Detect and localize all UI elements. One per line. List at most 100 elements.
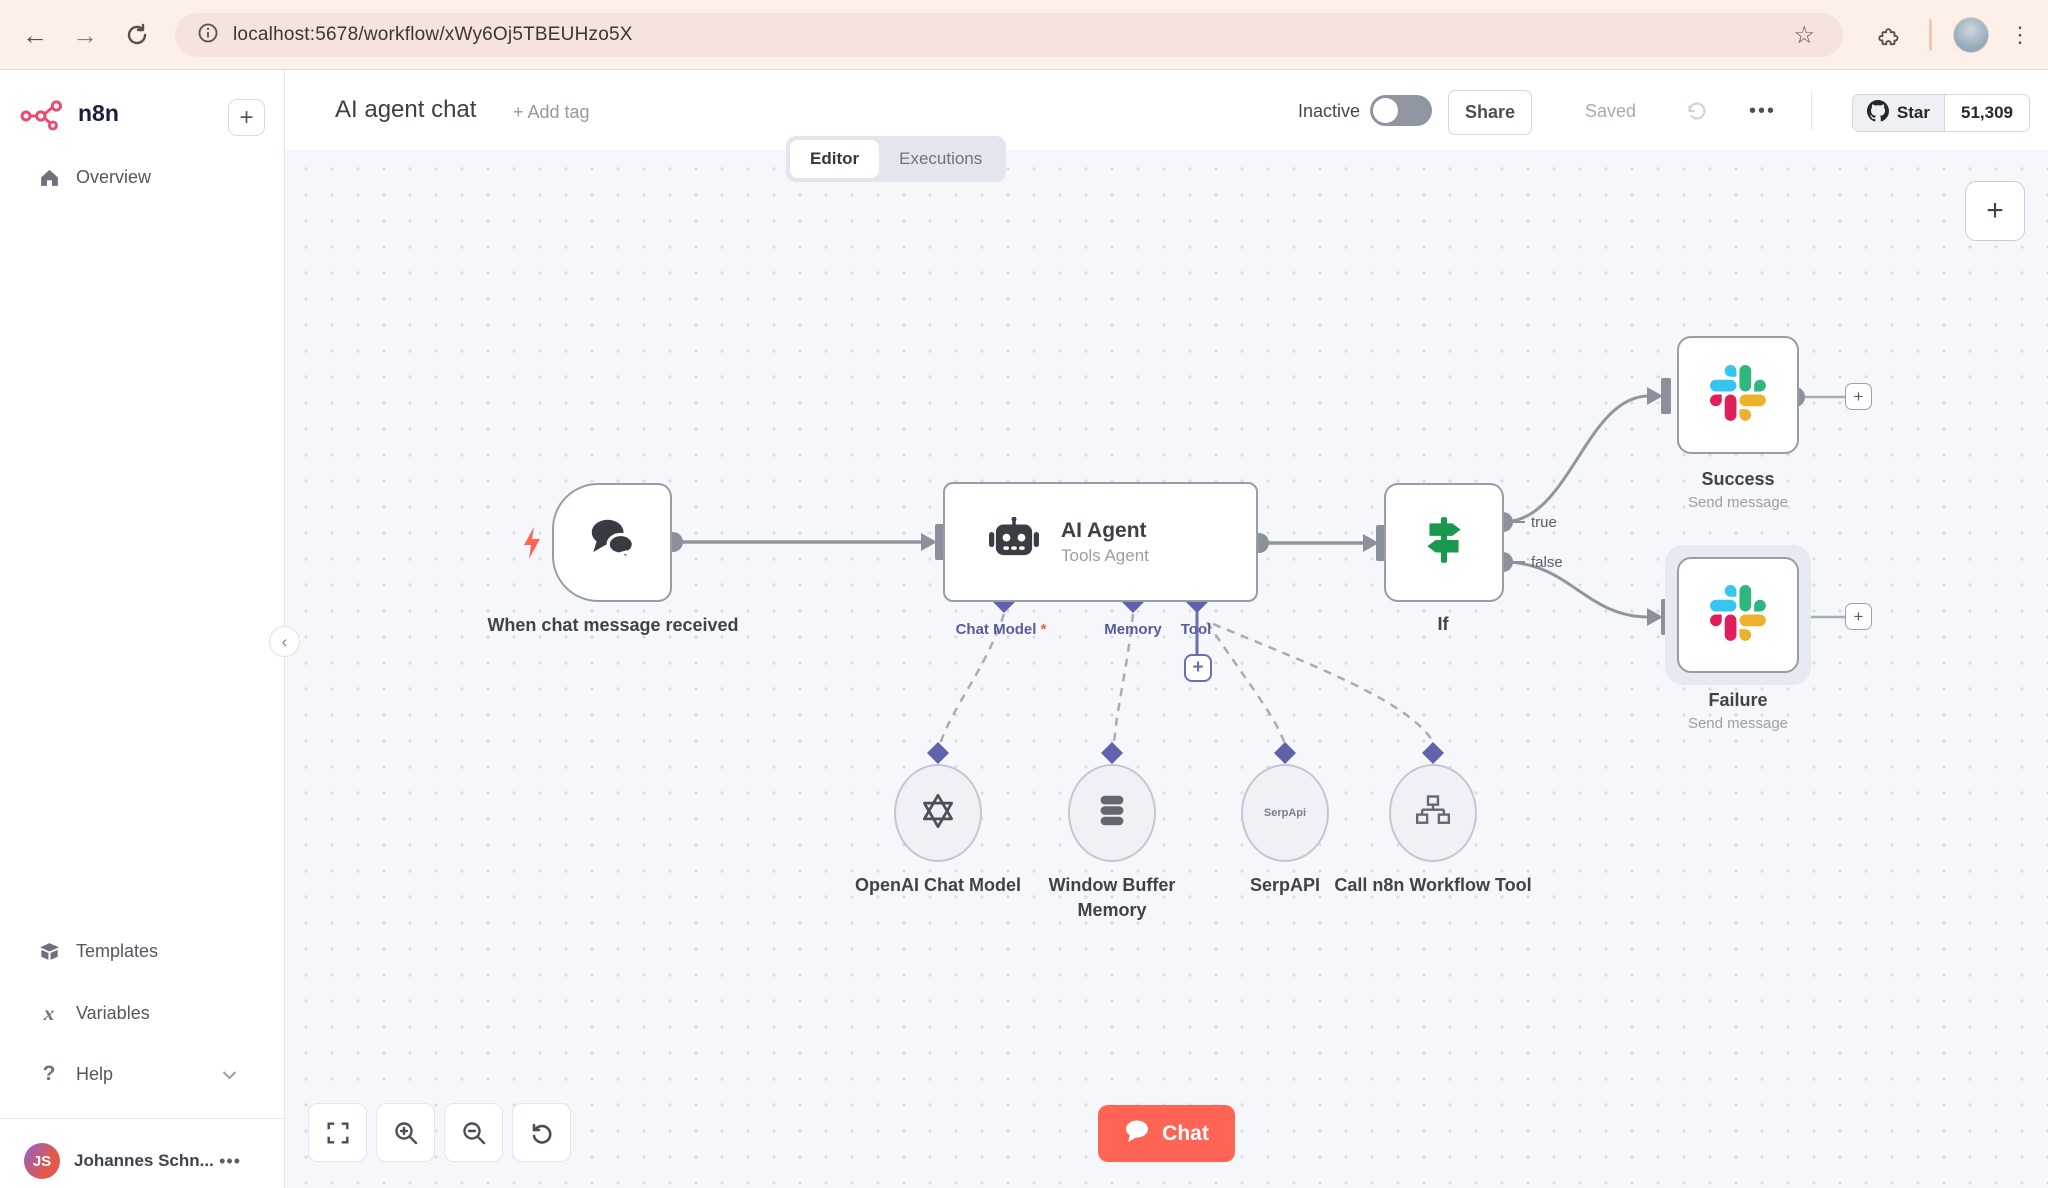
toolbar-separator — [1929, 19, 1932, 51]
user-options-icon[interactable]: ••• — [219, 1150, 241, 1171]
brand-name: n8n — [78, 100, 119, 126]
workflow-title[interactable]: AI agent chat — [335, 96, 477, 123]
workflow-menu-icon[interactable]: ••• — [1748, 100, 1776, 122]
node-label: When chat message received — [487, 615, 739, 635]
sidebar-item-label: Variables — [76, 1002, 150, 1023]
workflow-header: AI agent chat + Add tag Inactive Share S… — [285, 70, 2048, 150]
active-toggle[interactable] — [1370, 95, 1432, 126]
node-success[interactable] — [1677, 336, 1799, 454]
subnode-label: Call n8n Workflow Tool — [1334, 875, 1532, 895]
site-info-icon[interactable] — [197, 22, 219, 49]
question-icon: ? — [42, 1062, 56, 1085]
serpapi-icon: SerpApi — [1263, 807, 1307, 819]
back-icon[interactable]: ← — [22, 19, 48, 50]
required-marker: * — [1040, 621, 1047, 638]
workflow-canvas[interactable]: ‹ + When chat message received — [269, 150, 2048, 1188]
zoom-out-button[interactable] — [444, 1103, 503, 1162]
zoom-in-button[interactable] — [376, 1103, 435, 1162]
extensions-icon[interactable] — [1868, 0, 1908, 70]
add-next-node-button[interactable]: + — [1845, 603, 1872, 630]
browser-toolbar: ← → localhost:5678/workflow/xWy6Oj5TBEUH… — [0, 0, 2048, 70]
node-failure[interactable] — [1677, 557, 1799, 673]
slack-icon — [1710, 584, 1766, 646]
node-subtitle: Send message — [1687, 494, 1789, 511]
edge-label-true: true — [1531, 514, 1557, 531]
node-label: Success — [1701, 469, 1775, 489]
trigger-bolt-icon — [521, 526, 543, 565]
node-label: Failure — [1708, 690, 1768, 710]
sidebar-item-label: Help — [76, 1063, 114, 1084]
subnode-label: OpenAI Chat Model — [855, 875, 1021, 895]
add-tool-button[interactable]: + — [1184, 654, 1212, 682]
connection-edges — [663, 378, 1845, 764]
canvas-toolbar — [308, 1103, 571, 1162]
subnode-label: SerpAPI — [1249, 875, 1321, 895]
new-workflow-button[interactable]: + — [228, 99, 265, 136]
database-icon — [1092, 791, 1132, 836]
tab-editor[interactable]: Editor — [790, 140, 880, 178]
n8n-app: n8n + Overview Templates x Variables ? H… — [0, 70, 2048, 1188]
signpost-icon — [1419, 514, 1469, 571]
tab-executions[interactable]: Executions — [899, 149, 983, 168]
box-icon — [34, 940, 64, 963]
subnode-openai-chat-model[interactable] — [894, 764, 982, 862]
github-star-widget[interactable]: Star 51,309 — [1851, 94, 2030, 132]
port-tool: Tool — [1180, 621, 1212, 638]
sidebar-item-overview[interactable]: Overview — [0, 154, 285, 200]
sidebar-item-variables[interactable]: x Variables — [0, 990, 285, 1036]
port-chat-model: Chat Model * — [955, 621, 1047, 638]
sidebar-divider — [0, 1118, 284, 1119]
add-tag-button[interactable]: + Add tag — [513, 102, 590, 122]
home-icon — [34, 166, 64, 189]
edge-label-false: false — [1531, 554, 1563, 571]
node-title: AI Agent — [1061, 518, 1147, 542]
view-tabs: Editor Executions — [786, 136, 1007, 182]
subnode-serpapi[interactable]: SerpApi — [1241, 764, 1329, 862]
reset-zoom-button[interactable] — [512, 1103, 571, 1162]
sidebar-item-label: Overview — [76, 166, 152, 187]
chat-bubbles-icon — [586, 517, 638, 568]
chat-button-label: Chat — [1162, 1121, 1209, 1145]
add-next-node-button[interactable]: + — [1845, 383, 1872, 410]
n8n-logo-icon — [20, 98, 72, 139]
openai-icon — [916, 789, 960, 838]
node-when-chat-message-received[interactable] — [552, 483, 672, 602]
chat-bubble-icon — [1124, 1119, 1150, 1149]
node-ai-agent[interactable]: AI Agent Tools Agent — [943, 482, 1258, 602]
share-button[interactable]: Share — [1448, 90, 1532, 135]
sidebar-item-templates[interactable]: Templates — [0, 928, 285, 974]
chat-button[interactable]: Chat — [1098, 1105, 1235, 1162]
forward-icon[interactable]: → — [72, 19, 98, 50]
bookmark-star-icon[interactable]: ☆ — [1793, 21, 1815, 49]
node-label: If — [1437, 614, 1449, 634]
port-memory: Memory — [1104, 621, 1162, 638]
url-bar[interactable]: localhost:5678/workflow/xWy6Oj5TBEUHzo5X… — [175, 13, 1843, 57]
status-label: Inactive — [1297, 101, 1360, 121]
node-subtitle: Send message — [1687, 715, 1789, 732]
browser-profile-avatar[interactable] — [1953, 17, 1989, 53]
url-text: localhost:5678/workflow/xWy6Oj5TBEUHzo5X — [233, 24, 633, 45]
fit-view-button[interactable] — [308, 1103, 367, 1162]
sidebar-item-help[interactable]: ? Help — [0, 1051, 285, 1097]
header-divider — [1811, 92, 1812, 130]
user-avatar[interactable]: JS — [24, 1143, 60, 1179]
user-menu-row[interactable]: JS Johannes Schn... ••• — [0, 1134, 285, 1188]
history-icon[interactable] — [1684, 98, 1710, 129]
sidebar-item-label: Templates — [76, 940, 159, 961]
browser-menu-icon[interactable]: ⋮ — [2009, 22, 2031, 47]
sidebar: n8n + Overview Templates x Variables ? H… — [0, 70, 285, 1188]
sidebar-collapse-button[interactable]: ‹ — [269, 626, 300, 657]
github-star-count: 51,309 — [1945, 95, 2029, 131]
subnode-call-n8n-workflow-tool[interactable] — [1389, 764, 1477, 862]
slack-icon — [1710, 364, 1766, 426]
user-name: Johannes Schn... — [74, 1151, 214, 1170]
node-subtitle: Tools Agent — [1061, 545, 1149, 565]
subnode-window-buffer-memory[interactable] — [1068, 764, 1156, 862]
add-node-button[interactable]: + — [1965, 181, 2025, 241]
node-if[interactable] — [1384, 483, 1504, 602]
sitemap-icon — [1414, 792, 1452, 835]
variable-x-icon: x — [43, 1000, 55, 1025]
github-icon — [1866, 99, 1889, 127]
chevron-down-icon — [222, 1064, 237, 1085]
reload-icon[interactable] — [116, 0, 158, 70]
